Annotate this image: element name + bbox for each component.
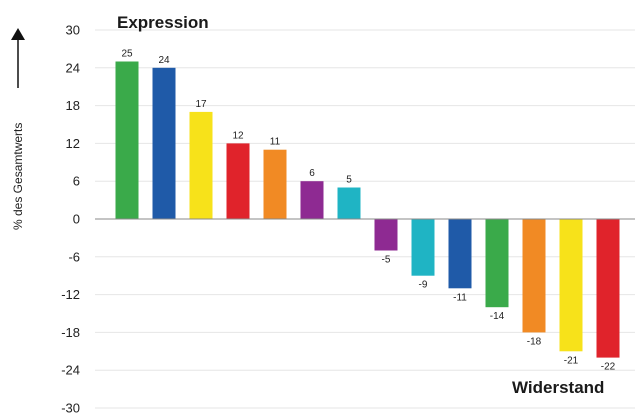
data-label: -18 — [527, 336, 542, 347]
y-tick-label: 6 — [73, 174, 80, 189]
y-tick-label: 24 — [66, 60, 80, 75]
data-label: -9 — [419, 280, 428, 291]
bar — [411, 219, 435, 276]
bar — [337, 187, 361, 219]
data-label: -11 — [453, 292, 467, 303]
y-tick-label: 0 — [73, 212, 80, 227]
y-axis-ticks: 30 24 18 12 6 0 -6 -12 -18 -24 -30 — [61, 23, 80, 416]
bar — [263, 149, 287, 219]
y-axis-label: % des Gesamtwerts — [11, 123, 25, 230]
y-tick-label: -12 — [61, 287, 80, 302]
y-tick-label: -30 — [61, 401, 80, 416]
bar — [152, 67, 176, 219]
data-label: 12 — [232, 130, 244, 141]
data-label: 6 — [309, 168, 315, 179]
arrow-up-icon — [11, 28, 25, 40]
data-label: -5 — [382, 255, 391, 266]
annotation-widerstand: Widerstand — [512, 378, 604, 397]
bar — [448, 219, 472, 289]
y-tick-label: -18 — [61, 325, 80, 340]
annotation-expression: Expression — [117, 13, 209, 32]
data-labels: 25 24 17 12 11 6 5 -5 -9 -11 -14 -18 -21 -22 — [121, 49, 615, 373]
y-tick-label: 30 — [66, 23, 80, 38]
data-label: -14 — [490, 311, 505, 322]
y-tick-label: -6 — [68, 249, 80, 264]
bar — [300, 181, 324, 219]
data-label: 17 — [195, 99, 207, 110]
bar — [596, 219, 620, 358]
y-tick-label: 12 — [66, 136, 80, 151]
bar — [189, 111, 213, 219]
grid-lines — [95, 29, 635, 409]
bars — [115, 61, 620, 358]
bar — [522, 219, 546, 333]
y-tick-label: -24 — [61, 363, 80, 378]
data-label: 11 — [270, 137, 281, 148]
bar — [115, 61, 139, 219]
data-label: -22 — [601, 362, 616, 373]
bar — [559, 219, 583, 352]
data-label: 25 — [121, 49, 133, 60]
bar — [374, 219, 398, 251]
data-label: 5 — [346, 175, 352, 186]
y-axis-title: % des Gesamtwerts — [11, 28, 25, 230]
data-label: -21 — [564, 355, 579, 366]
bar — [226, 143, 250, 219]
data-label: 24 — [158, 55, 170, 66]
y-tick-label: 18 — [66, 98, 80, 113]
bar — [485, 219, 509, 308]
